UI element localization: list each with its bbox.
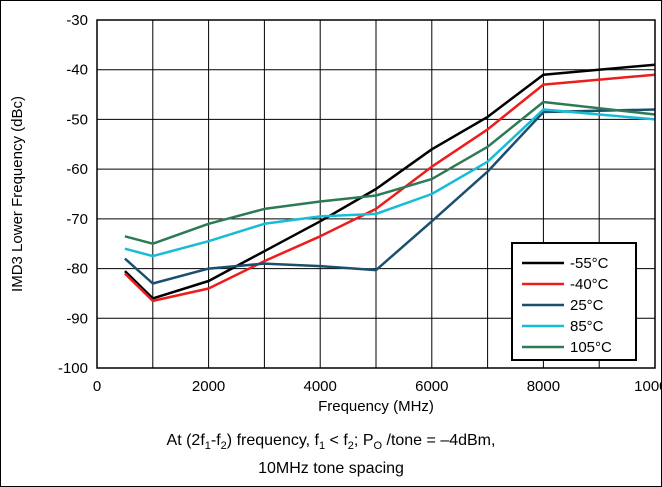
plot-area-border [96,19,656,369]
x-axis-label: Frequency (MHz) [318,398,434,415]
x-tick-label: 4000 [304,378,337,395]
x-tick-label: 10000 [634,378,662,395]
x-tick-label: 6000 [415,378,448,395]
caption-line-2: 10MHz tone spacing [258,460,404,477]
x-tick-label: 2000 [192,378,225,395]
legend-label: 85°C [570,318,604,335]
series-line [124,108,656,258]
y-tick-label: -70 [66,211,88,228]
x-axis-ticks: 0 2000 4000 6000 8000 10000 [93,378,662,395]
y-tick-label: -30 [66,12,88,29]
series-line [124,73,656,303]
series-line [124,100,656,245]
y-tick-label: -90 [66,310,88,327]
series-line [124,63,656,300]
y-tick-label: -40 [66,62,88,79]
series-lines [124,63,656,303]
x-tick-label: 0 [93,378,101,395]
legend-label: 105°C [570,339,612,356]
y-tick-label: -80 [66,261,88,278]
legend-label: -55°C [570,255,609,272]
legend-label: 25°C [570,297,604,314]
y-axis-ticks: -30 -40 -50 -60 -70 -80 -90 -100 [58,12,88,377]
x-tick-label: 8000 [527,378,560,395]
caption-line-1: At (2f1-f2) frequency, f1 < f2; PO /tone… [166,432,496,453]
series-line [124,108,656,285]
y-axis-label: IMD3 Lower Frequency (dBc) [9,96,26,292]
legend: -55°C -40°C 25°C 85°C 105°C [511,242,637,361]
y-tick-label: -60 [66,161,88,178]
y-tick-label: -50 [66,111,88,128]
legend-label: -40°C [570,276,609,293]
y-tick-label: -100 [58,360,88,377]
